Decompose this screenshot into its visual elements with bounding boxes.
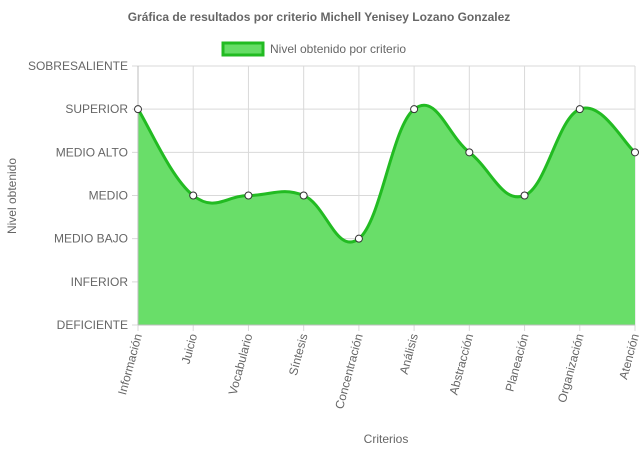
y-tick-label: MEDIO [89,189,128,203]
area-fill [138,105,635,325]
data-point[interactable] [354,234,363,243]
legend[interactable]: Nivel obtenido por criterio [221,41,406,57]
x-tick-label: Vocabulario [226,332,256,397]
x-tick-label: Información [115,332,145,396]
series-line [136,103,637,244]
data-point[interactable] [631,148,639,157]
x-tick-label: Concentración [332,332,366,410]
y-tick-label: MEDIO ALTO [56,145,128,159]
y-tick-label: INFERIOR [71,275,129,289]
chart-title: Gráfica de resultados por criterio Miche… [128,10,511,24]
x-tick-label: Atención [616,332,639,381]
y-tick-label: DEFICIENTE [57,318,128,332]
y-tick-label: SUPERIOR [65,102,128,116]
data-point[interactable] [520,191,529,200]
data-point[interactable] [410,105,419,114]
legend-label: Nivel obtenido por criterio [270,42,406,56]
x-tick-label: Abstracción [446,332,476,396]
data-points [134,105,639,243]
data-point[interactable] [244,191,253,200]
x-tick-label: Juicio [179,332,201,366]
y-axis: DEFICIENTE INFERIOR MEDIO BAJO MEDIO MEDIO A… [28,59,635,332]
y-tick-label: SOBRESALIENTE [28,59,128,73]
x-axis-title: Criterios [364,432,409,446]
data-point[interactable] [465,148,474,157]
y-tick-label: MEDIO BAJO [54,232,128,246]
data-point[interactable] [575,105,584,114]
x-tick-label: Análisis [397,332,421,376]
x-tick-label: Síntesis [286,332,311,377]
legend-swatch [221,41,265,57]
data-point[interactable] [134,105,142,114]
y-axis-title: Nivel obtenido [5,158,19,234]
x-tick-label: Planeación [503,332,532,393]
x-tick-label: Organización [555,332,587,404]
data-point[interactable] [189,191,198,200]
data-area [136,103,637,325]
x-axis: Información Juicio Vocabulario Síntesis Conc… [115,332,639,411]
data-point[interactable] [299,191,308,200]
